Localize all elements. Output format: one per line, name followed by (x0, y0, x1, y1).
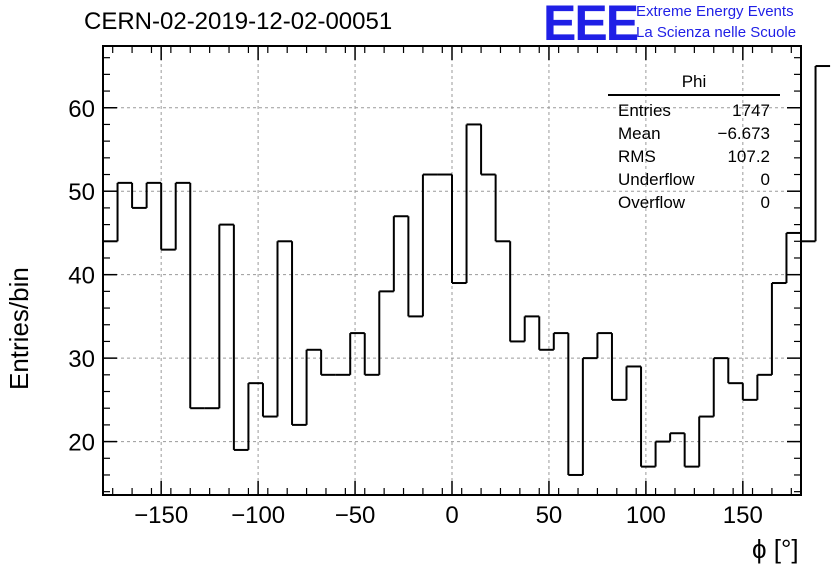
histogram-bin (276, 240, 293, 417)
histogram-bin (581, 357, 598, 475)
histogram-bin (349, 332, 365, 375)
histogram-bin (131, 182, 147, 209)
histogram-bin (712, 357, 729, 417)
histogram-bin (261, 383, 278, 418)
stats-value: 0 (760, 170, 770, 189)
stats-row-mean: Mean −6.673 (608, 122, 780, 145)
stats-value: 107.2 (727, 147, 770, 166)
stats-value: −6.673 (717, 124, 770, 143)
histogram-bin (785, 231, 801, 284)
histogram-bin (509, 241, 525, 343)
histogram-bin (421, 173, 438, 317)
histogram-bin (567, 333, 583, 476)
histogram-bin (523, 315, 540, 342)
histogram-bin (494, 174, 511, 243)
y-tick-label: 20 (68, 430, 95, 457)
logo-line-2: La Scienza nelle Scuole (636, 24, 797, 41)
histogram-bin (378, 290, 394, 375)
y-tick-label: 40 (68, 263, 95, 290)
x-tick-label: −150 (134, 502, 188, 529)
stats-label: Entries (618, 101, 671, 120)
histogram-bin (465, 123, 482, 284)
histogram-bin (814, 65, 831, 242)
x-tick-label: 0 (445, 502, 458, 529)
stats-value: 1747 (732, 101, 770, 120)
stats-row-underflow: Underflow 0 (608, 168, 780, 191)
histogram-bin (625, 365, 642, 400)
logo-line-1: Extreme Energy Events (636, 3, 794, 20)
page-title: CERN-02-2019-12-02-00051 (84, 8, 393, 35)
histogram-bin (145, 181, 162, 208)
stats-label: Underflow (618, 170, 695, 189)
histogram-bin (800, 232, 816, 243)
histogram-bin (160, 182, 176, 251)
stats-title: Phi (608, 72, 780, 96)
histogram-bin (727, 358, 743, 385)
histogram-bin (232, 224, 249, 451)
y-tick-label: 30 (68, 346, 95, 373)
histogram-bin (291, 241, 307, 426)
histogram-bin (305, 348, 322, 425)
histogram-bin (451, 174, 467, 285)
histogram-bin (770, 282, 787, 375)
histogram-bin (610, 333, 627, 401)
histogram-bin (102, 240, 118, 495)
histogram-bin (363, 333, 380, 376)
histogram-bin (407, 216, 423, 318)
histogram-bin (756, 373, 772, 400)
x-tick-label: 50 (536, 502, 563, 529)
histogram-bin (480, 124, 496, 176)
stats-box: Phi Entries 1747 Mean −6.673 RMS 107.2 U… (608, 72, 780, 214)
histogram-bin (247, 382, 263, 450)
histogram-bin (698, 415, 714, 467)
histogram-bin (116, 181, 133, 242)
eee-logo: EEE (543, 0, 639, 51)
y-tick-label: 50 (68, 179, 95, 206)
stats-row-overflow: Overflow 0 (608, 191, 780, 214)
stats-value: 0 (760, 193, 770, 212)
x-tick-label: −100 (231, 502, 285, 529)
histogram-bin (683, 433, 700, 468)
histogram-bin (741, 383, 758, 401)
x-tick-label: 150 (723, 502, 763, 529)
stats-label: RMS (618, 147, 656, 166)
stats-label: Overflow (618, 193, 686, 212)
histogram-bin (189, 182, 205, 410)
histogram-bin (320, 349, 336, 376)
histogram-bin (552, 332, 569, 350)
histogram-bin (218, 223, 234, 409)
histogram-bin (654, 440, 671, 467)
x-axis-label: ϕ [°] (752, 534, 799, 564)
stats-label: Mean (618, 124, 661, 143)
histogram-bin (669, 432, 685, 442)
x-tick-label: 100 (626, 502, 666, 529)
y-axis-label: Entries/bin (4, 267, 34, 390)
stats-row-entries: Entries 1747 (608, 99, 780, 122)
stats-row-rms: RMS 107.2 (608, 145, 780, 168)
histogram-bin (538, 316, 554, 351)
histogram-bin (596, 332, 612, 359)
x-tick-label: −50 (335, 502, 376, 529)
histogram-bin (174, 181, 191, 250)
histogram-bin (392, 215, 409, 292)
y-tick-label: 60 (68, 96, 95, 123)
histogram-bin (640, 366, 656, 468)
